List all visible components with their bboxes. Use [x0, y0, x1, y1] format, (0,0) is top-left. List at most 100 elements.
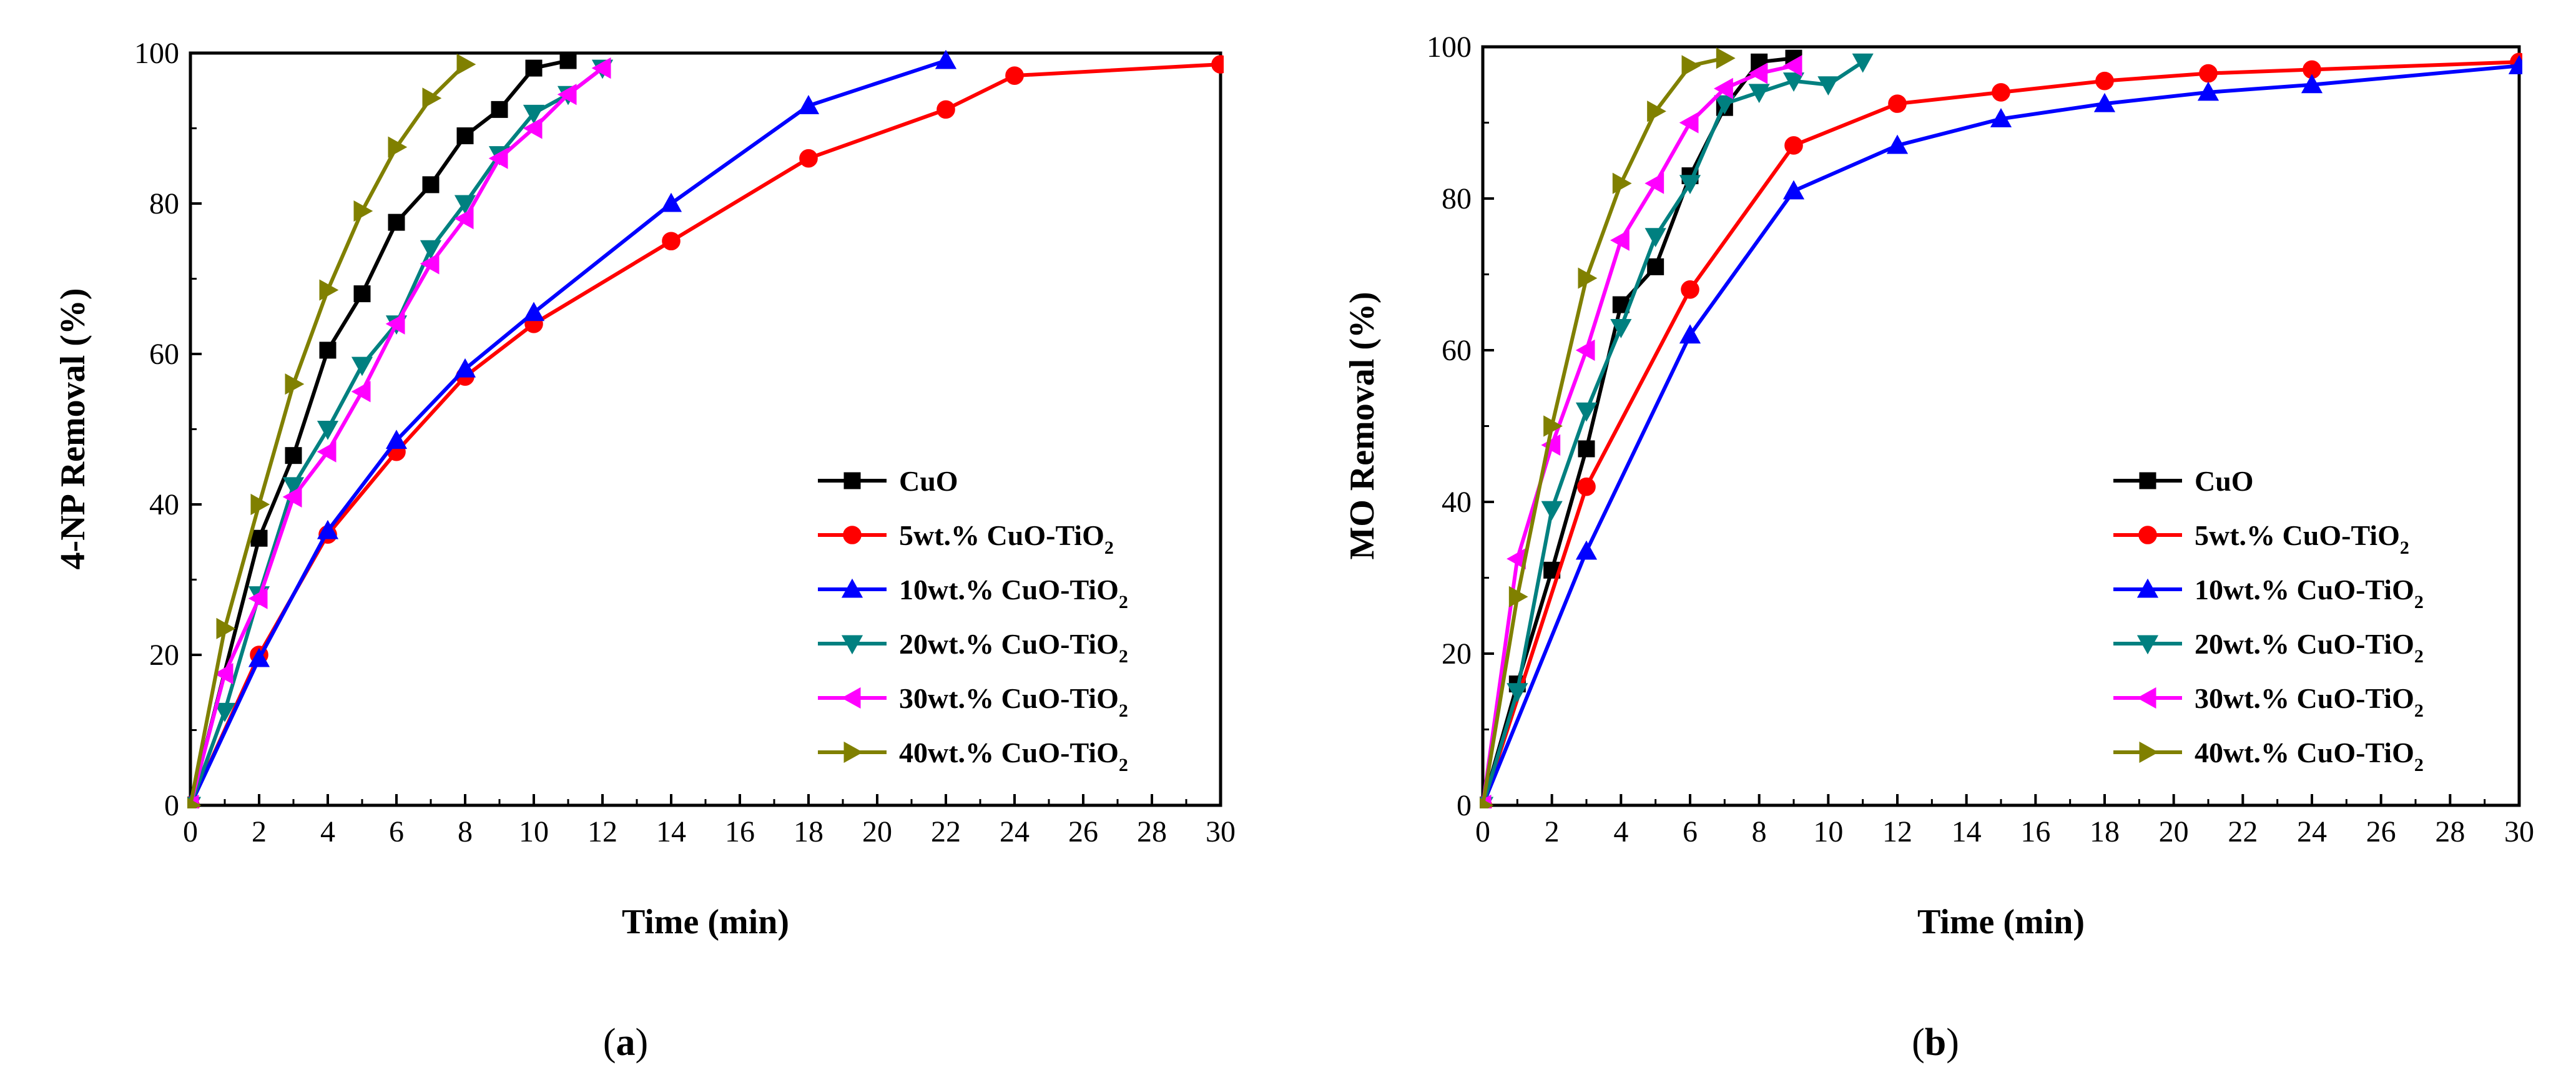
- data-point: [1990, 108, 2012, 127]
- data-point: [319, 341, 337, 359]
- data-point: [422, 176, 440, 194]
- data-point: [1480, 797, 1494, 808]
- legend-marker: [841, 635, 863, 655]
- data-point: [557, 84, 577, 106]
- series-a: [187, 50, 1224, 808]
- caption-label-b: b: [1925, 1021, 1946, 1064]
- x-tick-label: 28: [1137, 815, 1167, 848]
- x-tick-label: 10: [519, 815, 549, 848]
- data-point: [282, 486, 302, 508]
- y-tick-label: 0: [1457, 789, 1472, 822]
- x-tick-label: 4: [1613, 815, 1628, 848]
- data-point: [1647, 101, 1666, 122]
- legend-marker: [2136, 635, 2159, 655]
- data-point: [1714, 77, 1733, 99]
- caption-label-a: a: [616, 1021, 636, 1064]
- data-point: [248, 647, 270, 667]
- x-tick-label: 2: [1545, 815, 1560, 848]
- data-point: [248, 587, 268, 609]
- data-point: [1784, 136, 1803, 155]
- data-point: [1714, 95, 1736, 115]
- data-point: [523, 117, 543, 139]
- data-point: [1782, 72, 1805, 92]
- data-point: [420, 240, 442, 260]
- data-point: [1578, 267, 1598, 289]
- legend-marker: [843, 472, 861, 489]
- data-point: [317, 421, 339, 440]
- data-point: [282, 477, 305, 497]
- x-tick-label: 20: [2159, 815, 2189, 848]
- chart-panel-a: 0 2 4 6 8 10 12 14 16 18 20 22 24 26 28 30020406080100 …: [54, 37, 1236, 1064]
- data-point: [937, 100, 955, 119]
- y-axis-label-b: MO Removal (%): [1343, 292, 1382, 559]
- y-tick-label: 20: [1442, 637, 1472, 670]
- legend-subscript: 2: [1104, 538, 1114, 558]
- legend-subscript: 2: [1119, 700, 1128, 721]
- data-point: [385, 430, 408, 449]
- legend-subscript: 2: [2414, 646, 2424, 667]
- x-axis-label-a: Time (min): [622, 903, 789, 941]
- data-point: [385, 313, 405, 335]
- data-point: [1679, 175, 1701, 194]
- legend-entry: 40wt.% CuO-TiO2: [899, 737, 1128, 775]
- chart-panel-b: 0 2 4 6 8 10 12 14 16 18 20 22 24 26 28 30020406080100 …: [1343, 31, 2534, 1064]
- legend-entry: 20wt.% CuO-TiO2: [899, 628, 1128, 667]
- legend-marker: [2136, 687, 2156, 709]
- y-axis-label-a: 4-NP Removal (%): [54, 288, 92, 569]
- data-point: [250, 529, 268, 547]
- data-point: [317, 441, 337, 463]
- data-point: [1647, 258, 1664, 275]
- data-point: [1610, 319, 1632, 338]
- y-tick-label: 40: [149, 488, 179, 521]
- x-tick-label: 28: [2435, 815, 2465, 848]
- legend-marker: [843, 526, 862, 544]
- y-tick-label: 20: [149, 639, 179, 672]
- y-tick-label: 60: [149, 338, 179, 371]
- data-point: [525, 59, 543, 77]
- data-point: [1005, 66, 1024, 85]
- data-point: [799, 149, 818, 168]
- data-point: [1782, 180, 1805, 200]
- x-tick-label: 24: [2297, 815, 2327, 848]
- legend-marker: [2136, 578, 2159, 598]
- data-point: [454, 358, 476, 378]
- legend-entry: 10wt.% CuO-TiO2: [899, 574, 1128, 612]
- x-tick-label: 30: [1206, 815, 1236, 848]
- data-point: [454, 208, 474, 230]
- legend-marker: [841, 578, 863, 598]
- data-point: [935, 50, 957, 69]
- data-point: [187, 797, 202, 808]
- data-point: [1782, 55, 1802, 77]
- legend-entry: 30wt.% CuO-TiO2: [899, 682, 1128, 721]
- x-tick-label: 24: [1000, 815, 1030, 848]
- x-axis-label-b: Time (min): [1917, 903, 2085, 941]
- series-line-5: [1481, 64, 1794, 806]
- y-tick-label: 100: [1427, 31, 1472, 64]
- data-point: [1888, 94, 1907, 113]
- data-point: [285, 447, 302, 464]
- y-tick-label: 80: [1442, 182, 1472, 215]
- data-point: [1852, 53, 1874, 73]
- data-point: [523, 104, 545, 124]
- data-point: [353, 200, 373, 222]
- x-tick-label: 6: [389, 815, 404, 848]
- data-point: [1817, 76, 1839, 96]
- y-tick-label: 100: [134, 37, 179, 70]
- y-tick-label: 40: [1442, 486, 1472, 519]
- x-tick-label: 10: [1813, 815, 1843, 848]
- y-tick-label: 60: [1442, 334, 1472, 367]
- x-tick-label: 18: [794, 815, 823, 848]
- x-tick-label: 26: [1068, 815, 1098, 848]
- legend-subscript: 2: [1119, 592, 1128, 612]
- legend-marker: [841, 687, 861, 709]
- data-point: [1578, 440, 1595, 458]
- data-point: [491, 101, 508, 118]
- data-point: [1644, 172, 1664, 194]
- x-tick-label: 26: [2366, 815, 2396, 848]
- data-point: [353, 285, 371, 303]
- data-point: [1541, 501, 1563, 521]
- data-point: [1575, 402, 1598, 422]
- legend-marker: [2139, 472, 2156, 489]
- data-point: [1992, 83, 2010, 102]
